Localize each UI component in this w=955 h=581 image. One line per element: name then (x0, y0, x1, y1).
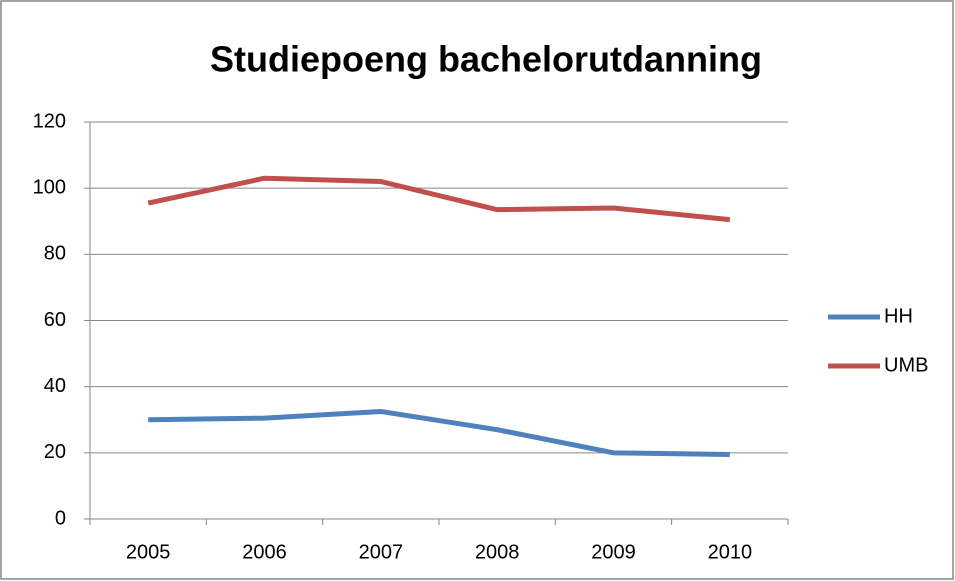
y-tick-label: 60 (44, 309, 66, 331)
x-tick-label: 2007 (359, 541, 404, 563)
x-tick-label: 2006 (242, 541, 287, 563)
legend-label: HH (884, 305, 913, 327)
y-tick-label: 0 (55, 507, 66, 529)
legend-label: UMB (884, 354, 928, 376)
line-series (148, 408, 730, 457)
line-series (147, 175, 731, 223)
x-tick-label: 2008 (475, 541, 520, 563)
x-tick-label: 2005 (126, 541, 171, 563)
y-tick-label: 80 (44, 243, 66, 265)
y-tick-label: 100 (33, 176, 66, 198)
y-tick-label: 40 (44, 375, 66, 397)
y-tick-label: 20 (44, 441, 66, 463)
chart-title: Studiepoeng bachelorutdanning (210, 39, 762, 80)
y-tick-label: 120 (33, 110, 66, 132)
x-tick-label: 2009 (591, 541, 636, 563)
x-tick-label: 2010 (708, 541, 753, 563)
